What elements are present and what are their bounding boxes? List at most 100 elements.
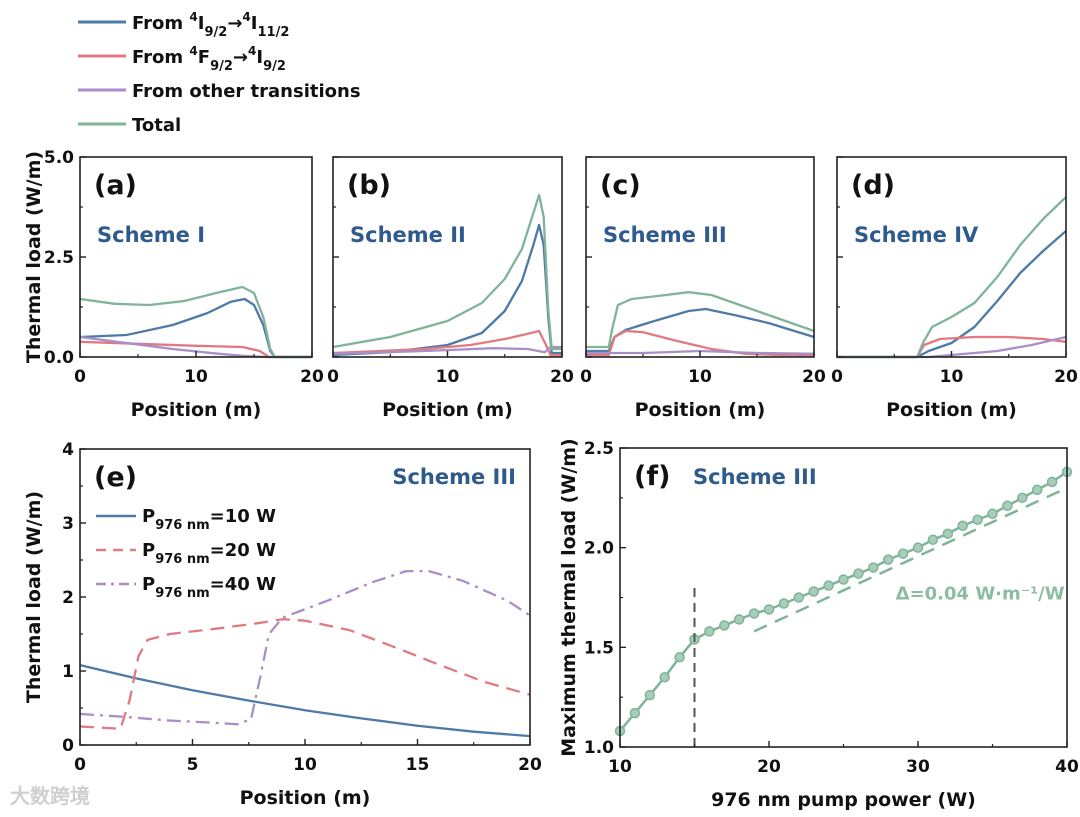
x-tick-label: 10: [940, 367, 964, 387]
data-point: [987, 508, 998, 520]
y-axis-label: Thermal load (W/m): [23, 491, 45, 703]
legend-label-part: I: [256, 47, 263, 68]
legend-label-part: 9/2: [263, 59, 286, 74]
y-axis-label: Thermal load (W/m): [23, 151, 45, 363]
x-axis-label: Position (m): [382, 399, 513, 421]
slope-annotation: Δ=0.04 W·m⁻¹/W: [896, 583, 1065, 604]
legend-label-part: =20 W: [210, 540, 276, 561]
legend-label-part: I: [198, 13, 205, 34]
data-point: [1017, 492, 1028, 504]
y-tick-label: 4: [62, 440, 74, 460]
scheme-label: Scheme I: [97, 223, 205, 247]
data-point: [659, 671, 670, 683]
data-point: [882, 554, 894, 565]
x-tick-label: 20: [802, 367, 826, 387]
legend-label-part: P: [142, 540, 155, 561]
data-point: [957, 520, 968, 531]
data-point: [644, 689, 656, 701]
data-point: [778, 598, 790, 609]
data-point: [912, 542, 924, 553]
x-tick-label: 20: [757, 757, 781, 777]
legend-label-part: 4: [189, 10, 197, 24]
panel-c: 0 10 20 Position (m) (c) Scheme III: [580, 156, 826, 421]
legend-label: Total: [132, 115, 181, 136]
panel-label: (a): [94, 170, 137, 201]
legend-label-part: P: [142, 574, 155, 595]
x-tick-label: 10: [293, 755, 317, 775]
x-tick-label: 10: [608, 757, 632, 777]
x-tick-label: 20: [550, 367, 574, 387]
scheme-label: Scheme IV: [854, 223, 979, 247]
x-tick-label: 40: [1055, 757, 1079, 777]
scheme-label: Scheme III: [603, 223, 727, 247]
legend-label: From 4F9/2→4I9/2: [132, 44, 286, 74]
x-tick-label: 0: [580, 367, 592, 387]
data-point: [838, 574, 849, 585]
legend-label-part: 9/2: [210, 59, 233, 74]
fit-line: [753, 486, 1068, 633]
series-line-red: [79, 618, 531, 730]
data-point: [853, 568, 864, 579]
legend-label-part: From: [132, 13, 189, 34]
x-axis-label: Position (m): [131, 399, 262, 421]
x-axis-label: 976 nm pump power (W): [711, 789, 976, 811]
data-point: [629, 707, 641, 719]
x-tick-label: 5: [187, 755, 199, 775]
panel-e: 0 5 10 15 20 0 1 2 3 4 Position (m) Thermal load (W…: [23, 440, 542, 809]
data-point: [733, 614, 745, 625]
series-line-green: [837, 196, 1067, 359]
series-line-purple: [79, 569, 531, 726]
data-point: [927, 534, 939, 545]
x-tick-label: 0: [831, 367, 843, 387]
x-tick-label: 20: [1054, 367, 1078, 387]
data-point: [868, 562, 879, 573]
data-point: [704, 626, 715, 637]
series-line-green: [586, 291, 815, 349]
series-line-green: [79, 285, 312, 359]
legend-label: P976 nm=20 W: [142, 540, 276, 567]
legend-label: From 4I9/2→4I11/2: [132, 10, 289, 40]
x-axis-label: Position (m): [886, 399, 1017, 421]
scheme-label: Scheme III: [693, 465, 817, 489]
x-tick-label: 10: [184, 367, 208, 387]
x-tick-label: 0: [74, 367, 86, 387]
data-point: [1031, 484, 1043, 496]
scheme-label: Scheme III: [392, 465, 516, 489]
legend-label: From other transitions: [132, 81, 361, 102]
panel-f: Δ=0.04 W·m⁻¹/W 10 20 30 40 1.0 1.5 2.0 2.5 976 nm…: [558, 438, 1079, 811]
legend-label-part: 976 nm: [155, 518, 209, 533]
x-tick-label: 10: [688, 367, 712, 387]
series-line-red: [332, 329, 562, 357]
y-tick-label: 3: [62, 514, 74, 534]
panel-a: 0 10 20 0.0 2.5 5.0 Position (m) Thermal load (…: [23, 148, 324, 421]
y-tick-label: 0: [62, 736, 74, 756]
y-tick-label: 1.5: [584, 638, 614, 658]
x-axis-label: Position (m): [240, 787, 371, 809]
legend-label-part: =10 W: [210, 506, 276, 527]
data-point: [1002, 500, 1013, 512]
series-line-blue: [79, 663, 531, 738]
x-tick-label: 20: [518, 755, 542, 775]
y-tick-label: 2.5: [584, 439, 614, 459]
scheme-label: Scheme II: [350, 223, 466, 247]
legend-label: P976 nm=10 W: [142, 506, 276, 533]
x-tick-label: 15: [406, 755, 430, 775]
legend-label-part: 4: [248, 44, 256, 58]
data-point: [897, 548, 909, 559]
panel-b: 0 10 20 Position (m) (b) Scheme II: [327, 156, 574, 421]
x-tick-label: 0: [327, 367, 339, 387]
data-point: [719, 620, 730, 631]
legend-label-part: F: [198, 47, 210, 68]
y-tick-label: 1.0: [584, 738, 614, 758]
panel-label: (f): [634, 461, 670, 492]
x-tick-label: 20: [300, 367, 324, 387]
legend-label-part: From other transitions: [132, 81, 361, 102]
plot-frame: [79, 448, 531, 746]
data-point: [748, 608, 760, 619]
y-tick-label: 5.0: [44, 148, 74, 168]
y-tick-label: 2.0: [584, 539, 614, 559]
data-point: [942, 528, 954, 539]
legend-label-part: From: [132, 47, 189, 68]
legend-label-part: I: [251, 13, 258, 34]
data-point: [793, 592, 805, 603]
